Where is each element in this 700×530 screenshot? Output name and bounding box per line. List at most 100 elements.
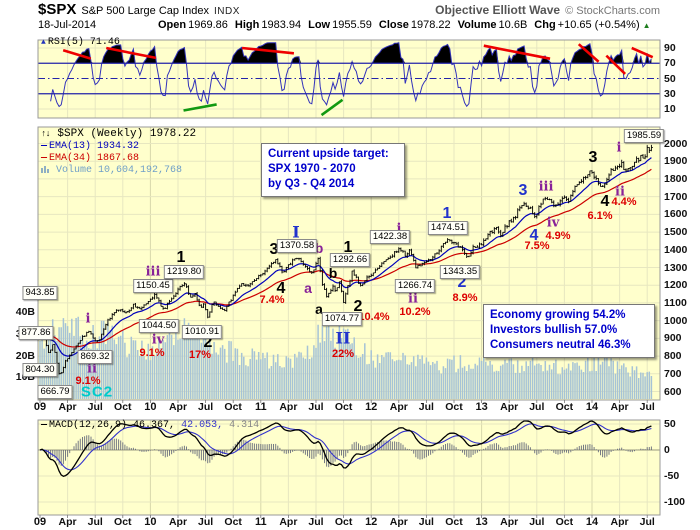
quote-field-label: Open bbox=[158, 19, 187, 31]
price-callout: 869.32 bbox=[77, 350, 113, 364]
wave-label: 7.5% bbox=[524, 240, 550, 252]
price-callout: 1010.91 bbox=[181, 325, 223, 339]
x-axis-label: Jul bbox=[529, 516, 545, 528]
rsi-axis-label: 10 bbox=[664, 103, 676, 115]
x-axis-label: Apr bbox=[610, 516, 629, 528]
x-axis-label: Jul bbox=[198, 516, 214, 528]
volume-legend-text: Volume 10,604,192,768 bbox=[56, 165, 183, 176]
rsi-area-icon: ▲ bbox=[41, 38, 46, 47]
x-axis-label: Oct bbox=[224, 516, 242, 528]
price-axis-label: 1300 bbox=[664, 261, 688, 274]
wave-label: a bbox=[315, 301, 323, 317]
header-row-2: 18-Jul-2014 Open 1969.86 High 1983.94 Low 195… bbox=[38, 19, 664, 31]
wave-label: iv bbox=[151, 332, 165, 348]
brand-text: Objective Elliott Wave bbox=[435, 3, 561, 17]
wave-label: i bbox=[616, 140, 622, 156]
x-axis-label: 13 bbox=[475, 516, 488, 528]
price-callout: 1044.50 bbox=[138, 319, 180, 333]
price-axis-label: 1100 bbox=[664, 296, 687, 309]
rsi-axis-label: 30 bbox=[664, 87, 676, 100]
x-axis-label: Apr bbox=[58, 516, 77, 528]
note-line: Current upside target: bbox=[268, 148, 389, 160]
wave-label: 3 bbox=[588, 149, 598, 166]
ema13-line bbox=[39, 157, 652, 357]
wave-label: SC2 bbox=[80, 383, 114, 401]
macd-axis-label: 50 bbox=[664, 418, 676, 430]
quote-field-value: 1978.22 bbox=[410, 19, 451, 31]
price-axis-label: 800 bbox=[664, 350, 682, 363]
x-axis-label: Apr bbox=[279, 401, 298, 413]
quote-date: 18-Jul-2014 bbox=[38, 19, 97, 31]
wave-label: iv bbox=[546, 215, 560, 231]
volume-legend: Volume 10,604,192,768 bbox=[41, 165, 182, 176]
wave-label: 17% bbox=[188, 349, 212, 361]
price-callout: 1074.77 bbox=[321, 312, 363, 326]
price-axis-label: 900 bbox=[664, 332, 682, 345]
rsi-green-trendline bbox=[183, 103, 217, 112]
spx-legend: ↑↓ $SPX (Weekly) 1978.22 bbox=[41, 128, 196, 140]
wave-label: 10.4% bbox=[358, 311, 390, 323]
price-axis-label: 1400 bbox=[664, 243, 688, 256]
rsi-red-trendline bbox=[605, 54, 627, 75]
x-axis-label: Oct bbox=[555, 401, 574, 413]
x-axis-label: Jul bbox=[87, 516, 103, 528]
macd-line bbox=[39, 420, 652, 478]
wave-label: 2 bbox=[203, 334, 213, 351]
price-callout: 1343.35 bbox=[439, 265, 481, 279]
macd-axis-label: -100 bbox=[664, 496, 686, 508]
macd-axis-label: -50 bbox=[664, 470, 680, 482]
wave-label: ii bbox=[87, 361, 97, 377]
x-axis-label: Apr bbox=[389, 516, 408, 528]
x-axis-label: Oct bbox=[114, 516, 132, 528]
wave-label: b bbox=[314, 240, 324, 256]
axis-ticks bbox=[39, 400, 648, 518]
ohlc-fields: Open 1969.86 High 1983.94 Low 1955.59 Close 197… bbox=[158, 19, 640, 31]
volume-axis-label: 20B bbox=[15, 349, 35, 362]
wave-label: I bbox=[292, 222, 300, 242]
wave-label: 2 bbox=[457, 274, 467, 291]
macd-legend: — MACD(12,26,9) 46.367, 42.053, 4.314 bbox=[41, 420, 259, 431]
price-callout: 804.30 bbox=[22, 363, 58, 377]
price-axis-label: 2000 bbox=[664, 137, 688, 150]
volume-bars-icon bbox=[41, 166, 49, 173]
ema13-legend: — EMA(13) 1934.32 bbox=[41, 141, 139, 152]
x-axis-label: Oct bbox=[114, 401, 132, 413]
rsi-legend-text: RSI(5) 71.46 bbox=[47, 37, 120, 48]
price-callout: 877.86 bbox=[18, 326, 54, 340]
x-axis-label: Oct bbox=[334, 401, 353, 413]
x-axis-label: Apr bbox=[610, 401, 629, 413]
x-axis-label: Apr bbox=[500, 401, 519, 413]
wave-label: 3 bbox=[269, 241, 279, 258]
price-callout: 1266.74 bbox=[394, 279, 436, 293]
price-axis-label: 600 bbox=[664, 385, 682, 398]
x-axis-label: 11 bbox=[254, 401, 267, 413]
x-axis-label: Jul bbox=[418, 401, 434, 413]
panel-bg bbox=[38, 420, 660, 515]
rsi-red-trendline bbox=[631, 46, 654, 59]
price-callout: 1422.38 bbox=[369, 230, 411, 244]
x-axis-label: Apr bbox=[500, 516, 519, 528]
x-axis-label: 14 bbox=[585, 401, 599, 413]
wave-label: a bbox=[304, 280, 312, 296]
note-line: Economy growing 54.2% bbox=[490, 309, 626, 321]
quote-field-label: Low bbox=[308, 19, 331, 31]
quote-field-high: High 1983.94 bbox=[235, 19, 301, 31]
x-axis-label: 10 bbox=[144, 401, 157, 413]
x-axis-label: Jul bbox=[198, 401, 214, 413]
wave-label: ii bbox=[615, 184, 625, 200]
rsi-red-trendline bbox=[241, 46, 295, 55]
price-callout: 1219.80 bbox=[163, 265, 205, 279]
rsi-overbought-fill bbox=[50, 42, 652, 64]
x-axis-label: 10 bbox=[144, 516, 157, 528]
wave-label: 3 bbox=[518, 182, 528, 199]
index-name: S&P 500 Large Cap Index bbox=[81, 5, 209, 17]
exchange-code: INDX bbox=[213, 6, 240, 17]
price-axis-label: 1700 bbox=[664, 190, 688, 203]
x-axis-label: Jul bbox=[87, 401, 103, 413]
wave-label: 4.9% bbox=[545, 230, 571, 242]
wave-label: 2 bbox=[353, 298, 363, 315]
wave-label: 1 bbox=[343, 239, 353, 256]
price-axis-label: 1600 bbox=[664, 208, 688, 221]
updown-arrows-icon: ↑↓ bbox=[41, 129, 51, 139]
